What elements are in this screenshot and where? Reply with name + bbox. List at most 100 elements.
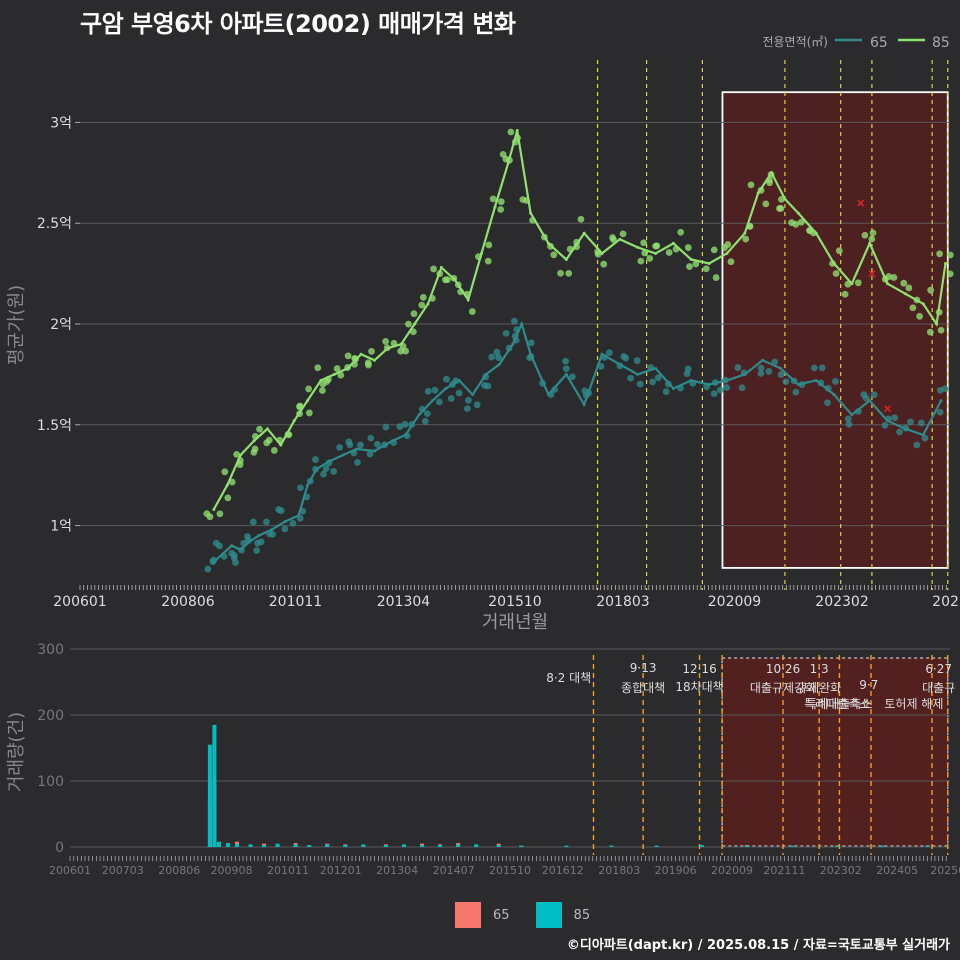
bar-85 xyxy=(343,845,348,847)
series-vertex xyxy=(225,483,229,487)
x-axis-label: 거래년월 xyxy=(482,612,548,633)
policy-name: 토허제 해제 xyxy=(884,697,943,711)
bar-y-tick-label: 100 xyxy=(37,774,64,790)
scatter-point xyxy=(649,378,657,386)
x-tick-label: 200806 xyxy=(161,594,215,610)
series-vertex xyxy=(636,245,640,249)
policy-name: 특례대출축소 xyxy=(804,697,870,711)
y-tick-label: 2.5억 xyxy=(37,216,72,232)
scatter-point xyxy=(917,419,925,427)
series-vertex xyxy=(725,378,729,382)
scatter-point xyxy=(396,423,404,430)
bar-legend: 65 85 xyxy=(455,902,616,928)
series-vertex xyxy=(306,483,310,487)
scatter-point xyxy=(844,415,852,423)
scatter-point xyxy=(233,451,240,458)
series-vertex xyxy=(564,372,568,376)
bar-x-tick-label: 201304 xyxy=(376,864,418,877)
scatter-point xyxy=(916,312,923,320)
bar-y-axis-label: 거래량(건) xyxy=(6,712,27,792)
series-vertex xyxy=(372,449,376,453)
highlight-box xyxy=(721,91,949,569)
series-vertex xyxy=(529,352,533,356)
scatter-point xyxy=(367,434,375,442)
series-vertex xyxy=(413,322,417,326)
scatter-point xyxy=(253,547,261,554)
series-vertex xyxy=(471,393,475,397)
legend-title: 전용면적(㎡) xyxy=(762,35,828,49)
series-vertex xyxy=(306,399,310,403)
scatter-point xyxy=(435,398,443,406)
series-vertex xyxy=(582,231,586,235)
series-vertex xyxy=(444,387,448,391)
scatter-point xyxy=(727,258,735,266)
scatter-point xyxy=(221,468,229,476)
series-vertex xyxy=(466,298,470,302)
series-vertex xyxy=(390,439,394,443)
x-tick-label: 2025 xyxy=(932,594,960,610)
series-vertex xyxy=(239,548,243,552)
scatter-point xyxy=(831,378,839,385)
series-vertex xyxy=(939,399,943,403)
bar-x-tick-label: 200601 xyxy=(49,864,91,877)
scatter-point xyxy=(776,205,783,212)
scatter-point xyxy=(204,565,212,573)
scatter-point xyxy=(550,251,558,259)
scatter-point xyxy=(684,244,692,251)
legend-label-65: 65 xyxy=(870,35,888,51)
bar-x-tick-label: 202405 xyxy=(876,864,918,877)
x-tick-label: 200601 xyxy=(53,594,106,610)
series-vertex xyxy=(903,292,907,296)
scatter-point xyxy=(771,358,779,366)
scatter-point xyxy=(627,374,635,382)
series-vertex xyxy=(618,237,622,241)
scatter-point xyxy=(265,436,273,444)
policy-date: 10·26 xyxy=(766,662,800,676)
scatter-point xyxy=(710,246,718,254)
x-tick-label: 201304 xyxy=(377,594,431,610)
scatter-point xyxy=(622,354,630,362)
series-vertex xyxy=(430,399,434,403)
series-vertex xyxy=(832,262,836,266)
scatter-point xyxy=(640,239,648,247)
series-vertex xyxy=(814,378,818,382)
scatter-point xyxy=(896,428,903,436)
scatter-point xyxy=(481,382,488,389)
series-vertex xyxy=(493,205,497,209)
scatter-point xyxy=(734,364,742,371)
series-vertex xyxy=(796,211,800,215)
scatter-point xyxy=(497,206,505,213)
scatter-point xyxy=(637,257,645,265)
scatter-point xyxy=(418,301,426,309)
scatter-point xyxy=(250,448,258,456)
scatter-point xyxy=(686,263,693,270)
scatter-point xyxy=(717,386,724,394)
bar-85 xyxy=(699,845,704,847)
scatter-point xyxy=(927,286,935,294)
policy-name: 대출규제강화 xyxy=(750,681,816,695)
scatter-point xyxy=(702,265,710,273)
scatter-point xyxy=(946,270,954,278)
policy-name: 종합대책 xyxy=(621,680,665,695)
scatter-point xyxy=(845,420,853,428)
series-vertex xyxy=(600,251,604,255)
series-vertex xyxy=(886,419,890,423)
bar-x-tick-label: 202009 xyxy=(711,864,753,877)
scatter-point xyxy=(870,391,878,399)
scatter-point xyxy=(810,364,818,372)
scatter-point xyxy=(443,375,450,383)
bar-85 xyxy=(275,843,280,847)
series-vertex xyxy=(654,251,658,255)
scatter-point xyxy=(633,357,641,364)
x-tick-label: 201510 xyxy=(488,594,541,610)
series-vertex xyxy=(230,544,234,548)
scatter-point xyxy=(484,257,492,265)
series-vertex xyxy=(439,266,443,270)
series-vertex xyxy=(453,278,457,282)
scatter-point xyxy=(797,218,805,226)
series-vertex xyxy=(292,419,296,423)
scatter-point xyxy=(905,284,913,292)
series-vertex xyxy=(725,251,729,255)
scatter-point xyxy=(203,510,211,518)
scatter-point xyxy=(868,235,876,243)
